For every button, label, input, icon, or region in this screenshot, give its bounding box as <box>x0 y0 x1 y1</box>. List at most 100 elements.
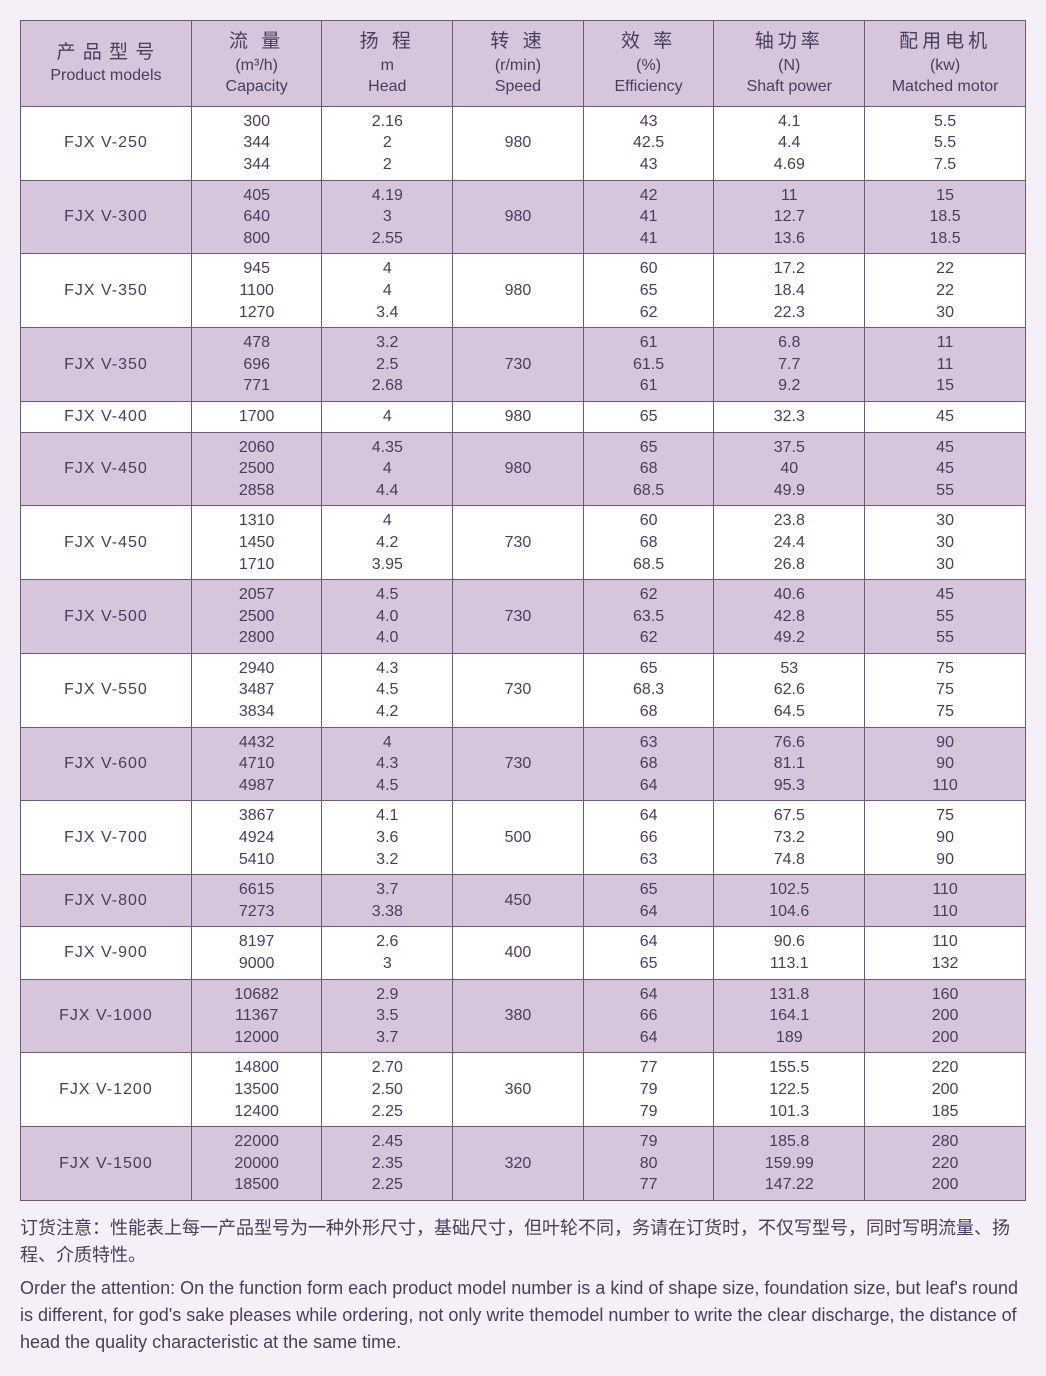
cell-speed: 980 <box>453 106 584 180</box>
cell-efficiency-value: 65 <box>586 280 712 302</box>
cell-motor-value: 75 <box>867 805 1023 827</box>
cell-shaft-value: 11 <box>716 185 862 207</box>
cell-shaft-value: 95.3 <box>716 775 862 797</box>
cell-motor-value: 15 <box>867 185 1023 207</box>
table-row: FJX V-35094511001270443.498060656217.218… <box>21 254 1026 328</box>
cell-capacity-value: 696 <box>194 354 320 376</box>
cell-capacity: 300344344 <box>191 106 322 180</box>
table-row: FJX V-3004056408004.1932.559804241411112… <box>21 180 1026 254</box>
cell-shaft-value: 62.6 <box>716 679 862 701</box>
table-body: FJX V-2503003443442.16229804342.5434.14.… <box>21 106 1026 1200</box>
cell-head-value: 2.55 <box>324 228 450 250</box>
cell-capacity-value: 344 <box>194 154 320 176</box>
cell-efficiency-value: 64 <box>586 984 712 1006</box>
cell-capacity-value: 2500 <box>194 458 320 480</box>
cell-capacity: 386749245410 <box>191 801 322 875</box>
cell-head-value: 4.0 <box>324 627 450 649</box>
cell-head-value: 2.5 <box>324 354 450 376</box>
col-header-unit: (kw) <box>867 55 1023 77</box>
footnote-cn: 订货注意：性能表上每一产品型号为一种外形尺寸，基础尺寸，但叶轮不同，务请在订货时… <box>20 1215 1026 1269</box>
cell-shaft: 67.573.274.8 <box>714 801 865 875</box>
cell-head-value: 4.5 <box>324 775 450 797</box>
cell-capacity-value: 3487 <box>194 679 320 701</box>
col-header-en: Capacity <box>194 76 320 98</box>
cell-motor-value: 22 <box>867 280 1023 302</box>
cell-capacity: 405640800 <box>191 180 322 254</box>
cell-shaft-value: 81.1 <box>716 753 862 775</box>
cell-efficiency-value: 77 <box>586 1174 712 1196</box>
cell-head: 4.1932.55 <box>322 180 453 254</box>
cell-head-value: 2.25 <box>324 1101 450 1123</box>
cell-model: FJX V-1200 <box>21 1053 192 1127</box>
cell-shaft-value: 74.8 <box>716 849 862 871</box>
cell-capacity-value: 1310 <box>194 510 320 532</box>
cell-efficiency-value: 66 <box>586 827 712 849</box>
cell-motor-value: 110 <box>867 901 1023 923</box>
cell-shaft-value: 9.2 <box>716 375 862 397</box>
cell-capacity-value: 3834 <box>194 701 320 723</box>
cell-motor-value: 7.5 <box>867 154 1023 176</box>
cell-motor-value: 90 <box>867 849 1023 871</box>
cell-efficiency-value: 68 <box>586 701 712 723</box>
cell-efficiency-value: 63 <box>586 849 712 871</box>
cell-capacity-value: 300 <box>194 111 320 133</box>
cell-efficiency: 4342.543 <box>583 106 714 180</box>
cell-motor-value: 45 <box>867 437 1023 459</box>
cell-head-value: 3.7 <box>324 1027 450 1049</box>
cell-efficiency: 6564 <box>583 875 714 927</box>
cell-shaft-value: 40.6 <box>716 584 862 606</box>
col-header-unit: m <box>324 55 450 77</box>
cell-shaft: 131.8164.1189 <box>714 979 865 1053</box>
cell-capacity-value: 22000 <box>194 1131 320 1153</box>
cell-capacity-value: 11367 <box>194 1005 320 1027</box>
cell-capacity-value: 1100 <box>194 280 320 302</box>
cell-motor-value: 200 <box>867 1174 1023 1196</box>
cell-model: FJX V-450 <box>21 432 192 506</box>
cell-head-value: 4.19 <box>324 185 450 207</box>
cell-model: FJX V-1500 <box>21 1127 192 1201</box>
cell-speed: 730 <box>453 328 584 402</box>
cell-motor: 280220200 <box>865 1127 1026 1201</box>
cell-shaft-value: 40 <box>716 458 862 480</box>
cell-efficiency: 636864 <box>583 727 714 801</box>
cell-capacity-value: 8197 <box>194 931 320 953</box>
cell-speed: 730 <box>453 727 584 801</box>
cell-motor-value: 110 <box>867 775 1023 797</box>
cell-head-value: 2.68 <box>324 375 450 397</box>
cell-motor-value: 22 <box>867 258 1023 280</box>
cell-shaft-value: 64.5 <box>716 701 862 723</box>
col-header-1: 流 量(m³/h)Capacity <box>191 21 322 107</box>
cell-efficiency-value: 42.5 <box>586 132 712 154</box>
col-header-4: 效 率(%)Efficiency <box>583 21 714 107</box>
cell-motor-value: 280 <box>867 1131 1023 1153</box>
spec-table: 产 品 型 号Product models流 量(m³/h)Capacity扬 … <box>20 20 1026 1201</box>
cell-shaft: 32.3 <box>714 401 865 432</box>
cell-shaft-value: 4.4 <box>716 132 862 154</box>
cell-head-value: 3.6 <box>324 827 450 849</box>
cell-shaft-value: 4.1 <box>716 111 862 133</box>
cell-capacity-value: 7273 <box>194 901 320 923</box>
cell-motor-value: 160 <box>867 984 1023 1006</box>
cell-head-value: 4.3 <box>324 658 450 680</box>
cell-speed: 980 <box>453 180 584 254</box>
cell-shaft: 1112.713.6 <box>714 180 865 254</box>
table-row: FJX V-60044324710498744.34.573063686476.… <box>21 727 1026 801</box>
cell-head-value: 3.2 <box>324 849 450 871</box>
cell-efficiency: 6465 <box>583 927 714 979</box>
cell-motor-value: 132 <box>867 953 1023 975</box>
cell-efficiency-value: 64 <box>586 901 712 923</box>
cell-efficiency-value: 66 <box>586 1005 712 1027</box>
cell-head-value: 2.70 <box>324 1057 450 1079</box>
cell-motor-value: 200 <box>867 1005 1023 1027</box>
table-row: FJX V-3504786967713.22.52.687306161.5616… <box>21 328 1026 402</box>
cell-head-value: 4 <box>324 258 450 280</box>
cell-head-value: 2 <box>324 154 450 176</box>
cell-motor-value: 90 <box>867 732 1023 754</box>
cell-motor-value: 90 <box>867 753 1023 775</box>
cell-model: FJX V-900 <box>21 927 192 979</box>
cell-head-value: 3.95 <box>324 554 450 576</box>
cell-shaft-value: 17.2 <box>716 258 862 280</box>
cell-head-value: 2.16 <box>324 111 450 133</box>
cell-head: 4.54.04.0 <box>322 580 453 654</box>
cell-efficiency-value: 65 <box>586 406 712 428</box>
